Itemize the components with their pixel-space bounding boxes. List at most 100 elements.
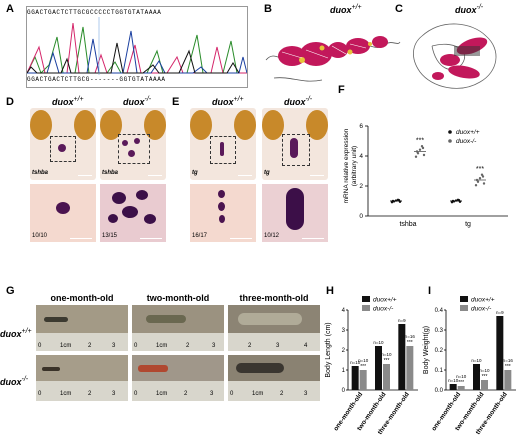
y-axis-label-line2: (arbitrary unit): [351, 146, 358, 186]
genotype-sup: -/-: [476, 4, 484, 11]
y-tick-label: 0.1: [435, 368, 444, 374]
count-label: 16/17: [192, 233, 208, 239]
bar: [504, 370, 512, 390]
genotype-name: duox: [330, 5, 352, 15]
panel-label-a: A: [6, 3, 14, 15]
panel-e-mut-label: duox-/-: [284, 96, 312, 107]
genotype-sup: -/-: [144, 96, 152, 103]
fish: [146, 315, 186, 323]
genotype-name: duox: [455, 5, 477, 15]
ruler-label: 2: [186, 343, 190, 349]
ruler-label: 1cm: [156, 391, 168, 397]
n-label: n=10: [456, 374, 467, 379]
scale-bar: [140, 238, 162, 239]
eye-left: [262, 110, 284, 140]
y-axis-label-line1: mRNA relative expression: [343, 128, 350, 203]
legend-wt-label: duox+/+: [456, 129, 480, 136]
ruler-label: 0: [38, 343, 42, 349]
ruler-label: 2: [88, 391, 92, 397]
panel-e-wt-label: duox+/+: [212, 96, 244, 107]
expression-spot: [286, 188, 304, 230]
n-label: n=9: [398, 318, 406, 323]
data-point: [418, 148, 422, 151]
ruler-label: 3: [112, 391, 116, 397]
bar: [375, 346, 382, 390]
genotype-name: duox: [212, 97, 234, 107]
fish-photo-wt-one: 0 1cm 2 3: [36, 305, 128, 351]
bar: [473, 364, 480, 390]
legend-wt-marker: [448, 130, 452, 134]
genotype-sup: -/-: [21, 376, 29, 383]
legend-swatch: [460, 296, 468, 302]
significance-label: ***: [458, 380, 464, 386]
ruler-label: 2: [248, 343, 252, 349]
bar: [383, 364, 390, 390]
eye-right: [306, 110, 328, 140]
chromatogram-frame: GGACTGACTCTTGCGCCCCCTGGTGTATAAAA GGACTGA…: [26, 6, 248, 88]
ruler-label: 3: [112, 343, 116, 349]
expression-spot: [218, 202, 225, 211]
ruler-label: 1cm: [252, 391, 264, 397]
y-tick-label: 6: [359, 123, 363, 130]
y-tick-label: 0.2: [435, 348, 444, 354]
y-tick-label: 1: [342, 368, 346, 374]
tshba-mut-head-image: tshba: [100, 108, 166, 180]
eye-left: [100, 110, 122, 140]
data-point: [422, 153, 426, 157]
genotype-sup: +/+: [233, 96, 244, 103]
expression-spot: [108, 214, 118, 223]
tg-wt-zoom-image: 16/17: [190, 184, 256, 242]
y-tick-label: 0.0: [435, 388, 444, 394]
zoom-box: [50, 136, 76, 162]
body-weight-chart: Body Weight(g) 0.0 0.1 0.2 0.3 0.4 duox+/+ duox…: [423, 296, 516, 435]
legend-swatch: [460, 305, 468, 311]
tshba-wt-head-image: tshba: [30, 108, 96, 180]
y-tick-label: 2: [342, 348, 346, 354]
x-tick-label: tshba: [399, 221, 416, 228]
scale-bar: [238, 175, 252, 176]
n-label: n=10: [448, 378, 459, 383]
eye-left: [30, 110, 52, 140]
bar: [406, 346, 414, 390]
bar: [359, 370, 367, 390]
data-point: [480, 173, 484, 176]
significance-label: ***: [407, 340, 413, 346]
legend-label: duox-/-: [373, 306, 394, 313]
legend-swatch: [362, 305, 370, 311]
count-label: 10/10: [32, 233, 48, 239]
data-point: [421, 146, 425, 150]
fish: [138, 365, 168, 372]
row-label-mut: duox-/-: [0, 376, 28, 387]
ruler-label: 3: [304, 391, 308, 397]
eye-right: [234, 110, 256, 140]
genotype-sup: +/+: [73, 96, 84, 103]
fish-photo-mut-two: 0 1cm 2 3: [132, 355, 224, 401]
bar: [449, 384, 457, 390]
fish-photo-mut-three: 0 1cm 2 3: [228, 355, 320, 401]
eye-left: [190, 110, 212, 140]
ruler-label: 1cm: [60, 391, 72, 397]
count-label: 13/15: [102, 233, 118, 239]
panel-b-genotype: duox+/+: [330, 4, 362, 15]
scale-bar: [78, 175, 92, 176]
ruler: [132, 333, 224, 351]
data-point: [416, 152, 420, 155]
genotype-name: duox: [52, 97, 74, 107]
ruler-label: 3: [276, 343, 280, 349]
fish-photo-mut-one: 0 1cm 2 3: [36, 355, 128, 401]
ruler-label: 3: [210, 391, 214, 397]
ruler-label: 2: [88, 343, 92, 349]
scale-bar: [148, 175, 162, 176]
panel-label-c: C: [395, 3, 403, 15]
data-point: [478, 177, 482, 180]
body-length-chart: Body Length (cm)01234duox+/+duox-/-n=10n…: [325, 296, 418, 435]
n-label: n=10: [373, 340, 384, 345]
tg-mut-head-image: tg: [262, 108, 328, 180]
ruler-label: 0: [134, 391, 138, 397]
fish-photo-wt-two: 0 1cm 2 3: [132, 305, 224, 351]
expression-spot: [290, 138, 298, 158]
expression-spot: [56, 202, 70, 214]
ruler-label: 2: [280, 391, 284, 397]
n-label: n=10: [350, 360, 361, 365]
sequence-bottom: GGACTGACTCTTGCG-------GGTGTATAAAA: [27, 76, 166, 83]
